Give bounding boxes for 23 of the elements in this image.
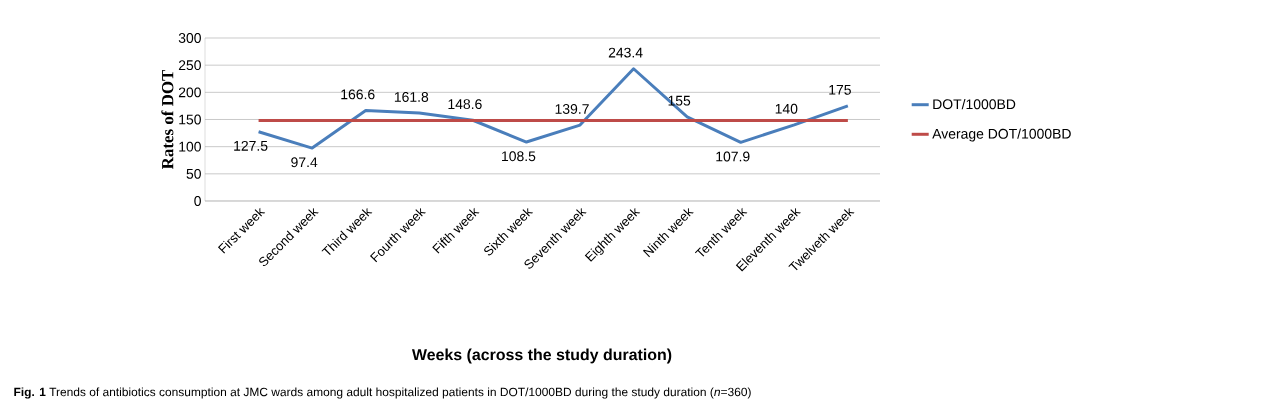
legend-label: Average DOT/1000BD [932, 128, 1071, 142]
y-tick-label: 0 [194, 196, 201, 206]
data-label: 148.6 [448, 99, 482, 110]
data-label: 161.8 [394, 92, 429, 102]
data-label: 127.5 [234, 140, 268, 151]
data-label: 97.4 [291, 157, 318, 168]
y-tick-label: 100 [179, 141, 201, 152]
data-label: 108.5 [502, 151, 536, 162]
y-tick-label: 300 [178, 33, 201, 43]
y-tick-label: 150 [179, 114, 201, 125]
data-label: 175 [829, 84, 851, 95]
legend-label: DOT/1000BD [933, 98, 1016, 110]
text: Fig. 1 Trends of antibiotics consumption at JMC wards among adult hospitalized patients in DOT/1000BD during the study duration (n=360) [14, 387, 751, 399]
data-label: 243.4 [608, 47, 643, 58]
data-label: 140 [775, 103, 798, 114]
y-tick-label: 200 [178, 87, 201, 98]
x-axis-title: Weeks (across the study duration) [411, 348, 672, 364]
data-label: 139.7 [555, 104, 589, 114]
y-axis-title: Rates of DOT [161, 69, 174, 170]
data-label: 166.6 [341, 89, 375, 100]
y-tick-label: 50 [186, 168, 201, 179]
y-tick-label: 250 [178, 60, 201, 71]
data-label: 107.9 [716, 151, 750, 162]
